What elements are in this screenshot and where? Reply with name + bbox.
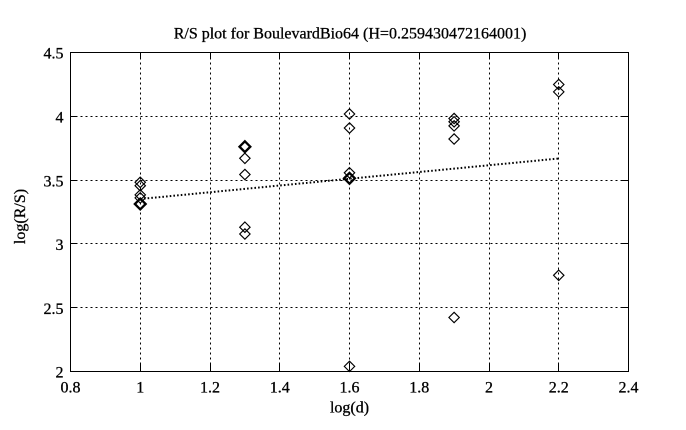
svg-text:2: 2 <box>56 365 64 382</box>
svg-text:1.2: 1.2 <box>200 380 220 397</box>
svg-text:4: 4 <box>56 110 64 127</box>
svg-text:2.5: 2.5 <box>44 301 64 318</box>
svg-text:R/S plot for BoulevardBio64 (H: R/S plot for BoulevardBio64 (H=0.2594304… <box>174 26 527 43</box>
svg-text:1.8: 1.8 <box>409 380 429 397</box>
svg-text:log(d): log(d) <box>330 400 369 417</box>
svg-text:1.6: 1.6 <box>340 380 360 397</box>
svg-text:1.4: 1.4 <box>270 380 290 397</box>
svg-text:1: 1 <box>136 380 144 397</box>
svg-text:2.2: 2.2 <box>549 380 569 397</box>
svg-text:0.8: 0.8 <box>61 380 81 397</box>
svg-text:log(R/S): log(R/S) <box>12 189 29 244</box>
svg-text:3: 3 <box>56 237 64 254</box>
svg-text:2: 2 <box>485 380 493 397</box>
svg-text:2.4: 2.4 <box>619 380 639 397</box>
svg-text:4.5: 4.5 <box>44 46 64 63</box>
svg-text:3.5: 3.5 <box>44 173 64 190</box>
